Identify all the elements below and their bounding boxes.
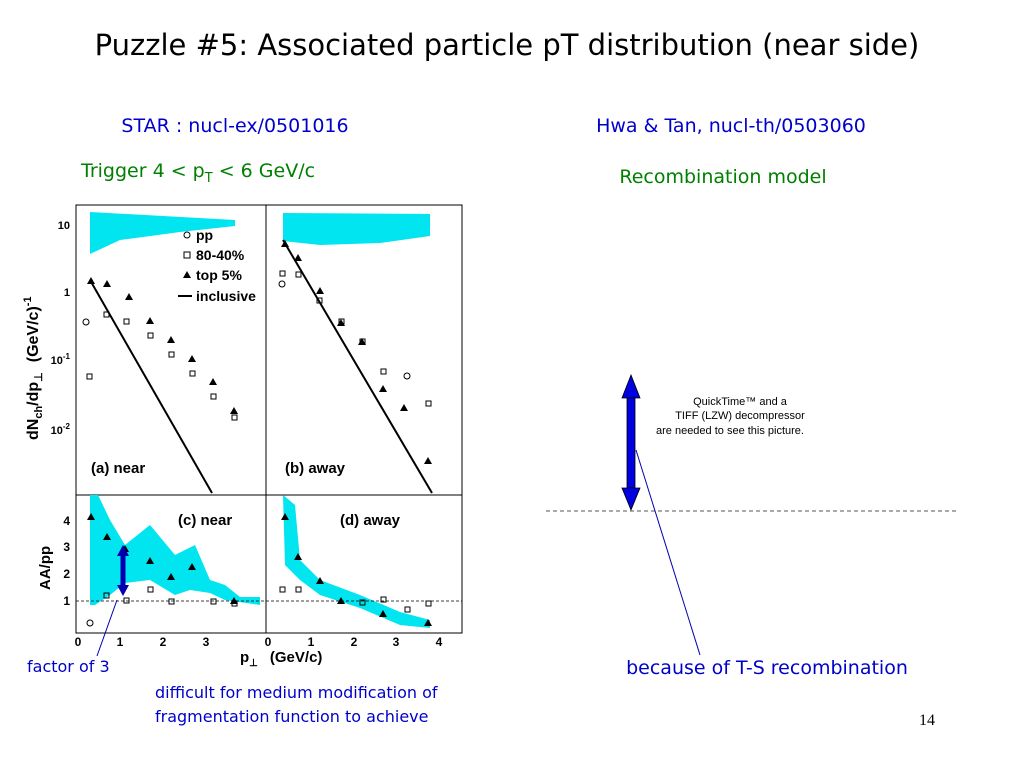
placeholder-line: TIFF (LZW) decompressor xyxy=(675,410,805,422)
text: 1 xyxy=(63,594,70,608)
text: 2 xyxy=(160,635,167,649)
text: pp xyxy=(196,227,213,243)
text: < 6 GeV/c xyxy=(213,160,315,182)
text: Trigger 4 < p xyxy=(80,160,205,182)
text: p xyxy=(240,649,249,666)
placeholder-line: QuickTime™ and a xyxy=(693,396,788,408)
text: T xyxy=(204,171,213,186)
line xyxy=(89,279,213,494)
text: 10 xyxy=(58,220,70,232)
text: (GeV/c) xyxy=(270,649,323,666)
text: ⊥ xyxy=(249,658,258,669)
text: 80-40% xyxy=(196,247,245,263)
factor-note: factor of 3 xyxy=(27,657,110,676)
recombination-arrow xyxy=(621,373,701,656)
title: Puzzle #5: Associated particle pT distri… xyxy=(95,28,920,62)
open-markers xyxy=(82,270,432,627)
y-label-bottom: AA/pp xyxy=(37,546,54,590)
right-heading: Hwa & Tan, nucl-th/0503060 xyxy=(596,115,866,137)
left-heading: STAR : nucl-ex/0501016 xyxy=(121,115,348,137)
figure: pp 80-40% top 5% inclusive (a) near (b) … xyxy=(22,204,463,669)
panel-label: (c) near xyxy=(178,512,232,529)
note-line: difficult for medium modification of xyxy=(155,683,438,702)
svg-text:10-1: 10-1 xyxy=(51,352,71,367)
factor-arrow xyxy=(96,545,129,657)
text: 4 xyxy=(63,514,70,528)
panel-label: (b) away xyxy=(285,460,346,477)
y-ticks-top: 10 1 10-1 10-2 xyxy=(51,220,71,437)
band xyxy=(90,212,235,254)
line xyxy=(282,239,433,494)
band xyxy=(283,213,430,245)
placeholder-line: are needed to see this picture. xyxy=(656,425,804,437)
text: (GeV/c) xyxy=(25,306,42,362)
right-subheading: Recombination model xyxy=(619,166,826,188)
text: 0 xyxy=(75,635,82,649)
svg-text:1: 1 xyxy=(64,287,70,299)
text: 3 xyxy=(393,635,400,649)
legend: pp 80-40% top 5% inclusive xyxy=(178,227,256,304)
text: -1 xyxy=(22,296,34,306)
band xyxy=(90,495,260,605)
text: ch xyxy=(33,406,45,419)
note-line: fragmentation function to achieve xyxy=(155,707,429,726)
text: 10 xyxy=(51,355,63,367)
recombination-note: because of T-S recombination xyxy=(626,657,908,679)
x-label: p⊥ (GeV/c) xyxy=(240,649,322,669)
text: -2 xyxy=(63,422,71,431)
text: dN xyxy=(25,419,42,440)
text: /dp xyxy=(25,382,42,406)
panel-label: (d) away xyxy=(340,512,401,529)
text: 1 xyxy=(308,635,315,649)
panel-label: (a) near xyxy=(91,460,145,477)
text: 3 xyxy=(203,635,210,649)
text: 1 xyxy=(117,635,124,649)
text: 10 xyxy=(51,425,63,437)
text: 2 xyxy=(63,567,70,581)
text: top 5% xyxy=(196,267,242,283)
trigger: Trigger 4 < pT < 6 GeV/c xyxy=(80,160,315,186)
x-ticks: 0 1 2 3 0 1 2 3 4 xyxy=(75,635,443,649)
svg-text:10-2: 10-2 xyxy=(51,422,71,437)
y-ticks-bottom: 4 3 2 1 xyxy=(63,514,70,608)
page-number: 14 xyxy=(919,712,935,729)
text: 0 xyxy=(265,635,272,649)
text: -1 xyxy=(63,352,71,361)
markers xyxy=(87,240,432,626)
text: ⊥ xyxy=(33,372,45,382)
text: 3 xyxy=(63,540,70,554)
text: 2 xyxy=(351,635,358,649)
y-label-top: dNch/dp⊥ (GeV/c)-1 xyxy=(22,296,45,440)
text: 1 xyxy=(64,287,70,299)
band xyxy=(283,495,430,628)
text: inclusive xyxy=(196,288,256,304)
svg-text:10: 10 xyxy=(58,220,70,232)
text: 4 xyxy=(436,635,443,649)
